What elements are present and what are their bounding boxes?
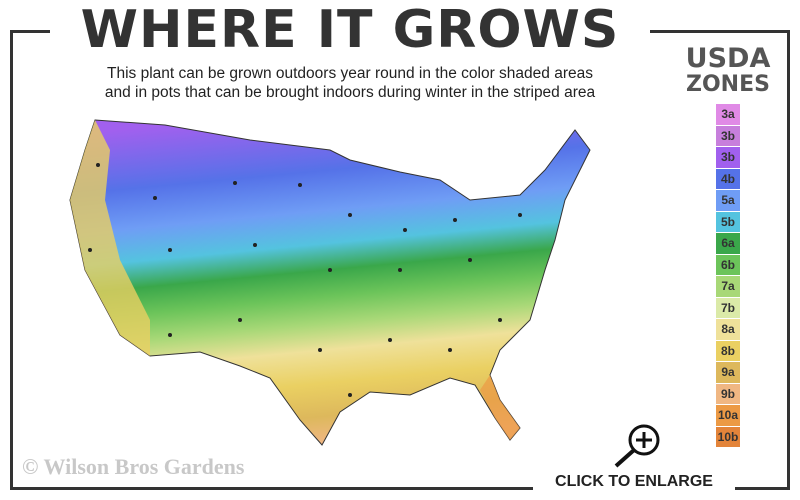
legend-zone-7b: 7b [716, 297, 740, 318]
legend-zone-9b: 9b [716, 383, 740, 404]
legend-zone-8a: 8a [716, 319, 740, 340]
click-to-enlarge-button[interactable]: CLICK TO ENLARGE [533, 470, 735, 500]
legend-title-line: ZONES [686, 72, 770, 97]
legend-zone-8b: 8b [716, 340, 740, 361]
legend-zone-9a: 9a [716, 362, 740, 383]
legend-zone-7a: 7a [716, 276, 740, 297]
legend-swatches: 3a 3b 3b 4b 5a 5b 6a 6b 7a 7b 8a 8b 9a 9b 10a 10b [716, 104, 740, 448]
legend-zone-5b: 5b [716, 211, 740, 232]
legend-zone-6a: 6a [716, 233, 740, 254]
subtitle: This plant can be grown outdoors year ro… [40, 64, 660, 102]
legend-zone-3b: 3b [716, 125, 740, 146]
zone-legend: USDA ZONES 3a 3b 3b 4b 5a 5b 6a 6b 7a 7b 8a 8b 9a 9b 1… [655, 40, 785, 460]
copyright-watermark: © Wilson Bros Gardens [22, 454, 245, 479]
legend-zone-10a: 10a [716, 405, 740, 426]
city-dots [88, 163, 522, 397]
florida-zone [480, 375, 520, 440]
us-outline [69, 119, 591, 446]
legend-zone-5a: 5a [716, 190, 740, 211]
zoom-in-magnifier-icon[interactable] [606, 420, 666, 470]
west-coast-zone [70, 120, 150, 356]
subtitle-line: This plant can be grown outdoors year ro… [107, 65, 593, 82]
legend-zone-3a: 3a [716, 104, 740, 125]
legend-title: USDA ZONES [683, 43, 773, 98]
legend-zone-10b: 10b [716, 426, 740, 447]
legend-zone-6b: 6b [716, 254, 740, 275]
subtitle-line: and in pots that can be brought indoors … [104, 84, 596, 101]
legend-title-line: USDA [685, 43, 771, 74]
page-title: WHERE IT GROWS [50, 0, 650, 60]
legend-zone-3b: 3b [716, 147, 740, 168]
legend-zone-4b: 4b [716, 168, 740, 189]
